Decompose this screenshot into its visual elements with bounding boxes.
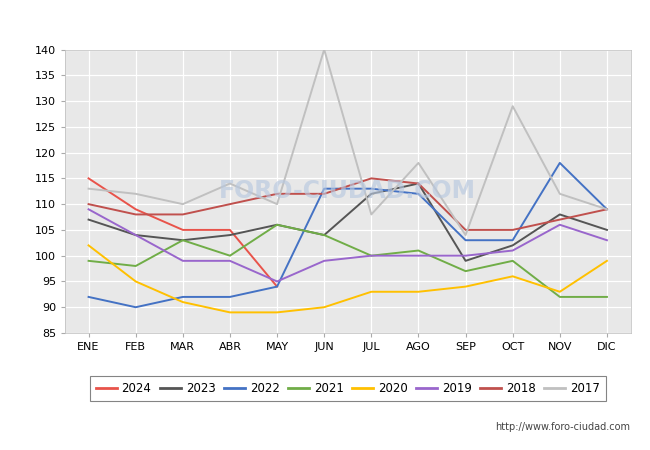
Text: Afiliados en Higuera de Llerena a 31/5/2024: Afiliados en Higuera de Llerena a 31/5/2… xyxy=(142,11,508,29)
Legend: 2024, 2023, 2022, 2021, 2020, 2019, 2018, 2017: 2024, 2023, 2022, 2021, 2020, 2019, 2018… xyxy=(90,376,606,400)
Text: http://www.foro-ciudad.com: http://www.foro-ciudad.com xyxy=(495,422,630,432)
Text: FORO-CIUDAD.COM: FORO-CIUDAD.COM xyxy=(219,179,476,203)
